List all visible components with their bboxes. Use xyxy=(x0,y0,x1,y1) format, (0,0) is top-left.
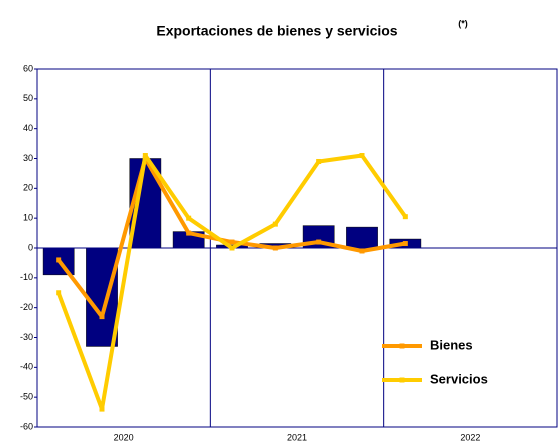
point xyxy=(229,245,235,251)
legend-label: Bienes xyxy=(430,337,473,352)
point xyxy=(272,245,278,251)
point xyxy=(316,239,322,245)
point xyxy=(359,153,365,159)
y-tick-label: -10 xyxy=(20,272,33,282)
point xyxy=(56,290,62,296)
y-tick-label: 20 xyxy=(23,183,33,193)
y-tick-label: 50 xyxy=(23,93,33,103)
chart-title: Exportaciones de bienes y servicios xyxy=(156,23,397,39)
point xyxy=(229,239,235,245)
y-tick-label: -60 xyxy=(20,421,33,431)
legend-label: Servicios xyxy=(430,371,488,386)
y-tick-label: -20 xyxy=(20,302,33,312)
title-note: (*) xyxy=(458,18,468,28)
y-tick-label: -30 xyxy=(20,332,33,342)
point xyxy=(99,314,105,320)
point xyxy=(272,221,278,227)
point xyxy=(186,230,192,236)
point xyxy=(142,153,148,159)
point xyxy=(316,158,322,164)
x-year-label: 2021 xyxy=(287,432,307,442)
point xyxy=(99,406,105,412)
y-tick-label: 30 xyxy=(23,153,33,163)
point xyxy=(402,241,408,247)
y-tick-label: -40 xyxy=(20,362,33,372)
point xyxy=(56,257,62,263)
point xyxy=(402,214,408,220)
y-tick-label: 60 xyxy=(23,63,33,73)
y-tick-label: 0 xyxy=(28,242,33,252)
y-tick-label: -50 xyxy=(20,392,33,402)
legend-marker xyxy=(399,343,405,349)
point xyxy=(359,248,365,254)
y-tick-label: 40 xyxy=(23,123,33,133)
x-year-label: 2020 xyxy=(114,432,134,442)
x-year-label: 2022 xyxy=(460,432,480,442)
point xyxy=(186,215,192,221)
legend-marker xyxy=(399,377,405,383)
y-tick-label: 10 xyxy=(23,213,33,223)
bar xyxy=(86,247,118,347)
bar xyxy=(346,226,378,249)
